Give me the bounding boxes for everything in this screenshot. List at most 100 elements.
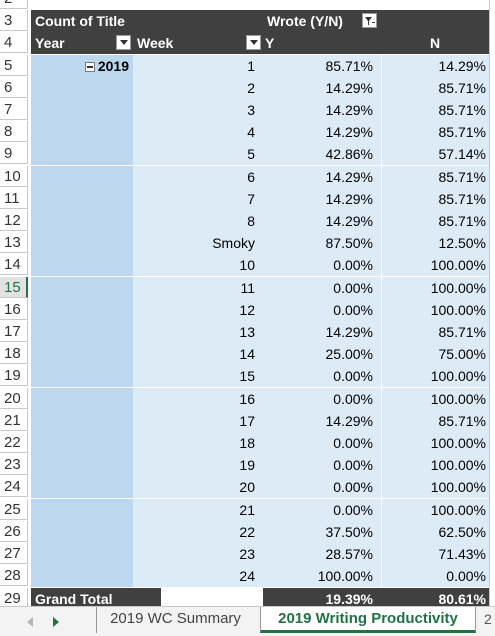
week-cell[interactable]: 17 [133, 409, 263, 432]
year-cell[interactable] [31, 498, 133, 521]
year-cell[interactable] [31, 165, 133, 188]
column-field-label[interactable]: Wrote (Y/N) [263, 10, 381, 33]
week-cell[interactable]: 18 [133, 432, 263, 454]
n-percent-cell[interactable]: 62.50% [381, 520, 489, 543]
y-percent-cell[interactable]: 14.29% [263, 165, 381, 188]
row-number[interactable]: 11 [0, 187, 28, 209]
y-percent-cell[interactable]: 14.29% [263, 321, 381, 343]
n-percent-cell[interactable]: 75.00% [381, 343, 489, 366]
more-tabs-indicator[interactable]: 2 [484, 611, 492, 627]
row-number[interactable]: 12 [0, 210, 28, 231]
row-number[interactable]: 3 [0, 10, 28, 32]
y-percent-cell[interactable]: 42.86% [263, 143, 381, 166]
year-cell[interactable] [31, 565, 133, 588]
week-cell[interactable]: 5 [133, 143, 263, 166]
scroll-left-icon[interactable] [24, 615, 36, 629]
y-percent-cell[interactable]: 100.00% [263, 565, 381, 588]
tab-2019-writing-productivity[interactable]: 2019 Writing Productivity [260, 607, 476, 633]
y-percent-cell[interactable]: 14.29% [263, 187, 381, 210]
week-cell[interactable]: 11 [133, 276, 263, 299]
row-number[interactable]: 14 [0, 254, 28, 276]
row-number[interactable]: 25 [0, 498, 28, 520]
row-number[interactable]: 24 [0, 476, 28, 498]
n-percent-cell[interactable]: 100.00% [381, 365, 489, 388]
n-percent-cell[interactable]: 0.00% [381, 565, 489, 588]
row-number[interactable]: 19 [0, 365, 28, 387]
row-number[interactable]: 2 [0, 0, 28, 9]
n-percent-cell[interactable]: 85.71% [381, 210, 489, 232]
year-cell[interactable] [31, 121, 133, 144]
n-percent-cell[interactable]: 100.00% [381, 476, 489, 499]
n-percent-cell[interactable]: 85.71% [381, 76, 489, 99]
year-cell[interactable] [31, 232, 133, 255]
n-percent-cell[interactable]: 100.00% [381, 276, 489, 299]
row-number[interactable]: 8 [0, 121, 28, 143]
year-field-header[interactable]: Year [31, 32, 133, 55]
week-cell[interactable]: 14 [133, 343, 263, 366]
y-percent-cell[interactable]: 25.00% [263, 343, 381, 366]
n-percent-cell[interactable]: 100.00% [381, 454, 489, 477]
row-number[interactable]: 28 [0, 565, 28, 587]
week-cell[interactable]: 12 [133, 298, 263, 321]
y-percent-cell[interactable]: 14.29% [263, 99, 381, 121]
n-percent-cell[interactable]: 100.00% [381, 298, 489, 321]
year-cell[interactable] [31, 543, 133, 565]
row-number[interactable]: 20 [0, 387, 28, 409]
week-cell[interactable]: 3 [133, 99, 263, 121]
year-cell[interactable] [31, 321, 133, 343]
n-percent-cell[interactable]: 85.71% [381, 99, 489, 121]
filter-dropdown-icon[interactable] [116, 35, 131, 51]
n-percent-cell[interactable]: 100.00% [381, 432, 489, 454]
week-cell[interactable]: 10 [133, 254, 263, 277]
week-cell[interactable]: 6 [133, 165, 263, 188]
y-percent-cell[interactable]: 0.00% [263, 254, 381, 277]
n-percent-cell[interactable]: 85.71% [381, 165, 489, 188]
row-number[interactable]: 5 [0, 54, 28, 76]
n-percent-cell[interactable]: 57.14% [381, 143, 489, 166]
year-cell[interactable] [31, 365, 133, 388]
row-number[interactable]: 22 [0, 432, 28, 453]
row-number[interactable]: 18 [0, 343, 28, 365]
row-number[interactable]: 10 [0, 165, 28, 187]
week-cell[interactable]: 8 [133, 210, 263, 232]
n-percent-cell[interactable]: 100.00% [381, 387, 489, 410]
week-cell[interactable]: 20 [133, 476, 263, 499]
n-percent-cell[interactable]: 71.43% [381, 543, 489, 565]
y-percent-cell[interactable]: 14.29% [263, 210, 381, 232]
week-cell[interactable]: 22 [133, 520, 263, 543]
row-number[interactable]: 15 [0, 276, 28, 298]
n-percent-cell[interactable]: 100.00% [381, 498, 489, 521]
scroll-right-icon[interactable] [50, 615, 62, 629]
week-cell[interactable]: 13 [133, 321, 263, 343]
y-percent-cell[interactable]: 14.29% [263, 121, 381, 144]
n-percent-cell[interactable]: 100.00% [381, 254, 489, 277]
n-percent-cell[interactable]: 85.71% [381, 321, 489, 343]
week-cell[interactable]: 23 [133, 543, 263, 565]
total-y-cell[interactable]: 19.39% [263, 588, 381, 606]
y-percent-cell[interactable]: 87.50% [263, 232, 381, 255]
row-number[interactable]: 27 [0, 543, 28, 564]
row-number[interactable]: 4 [0, 32, 28, 54]
year-cell[interactable] [31, 387, 133, 410]
year-cell[interactable] [31, 520, 133, 543]
y-percent-cell[interactable]: 0.00% [263, 387, 381, 410]
row-number[interactable]: 23 [0, 454, 28, 476]
y-percent-cell[interactable]: 0.00% [263, 365, 381, 388]
year-cell[interactable] [31, 409, 133, 432]
year-cell[interactable] [31, 76, 133, 99]
week-cell[interactable]: 7 [133, 187, 263, 210]
week-cell[interactable]: 15 [133, 365, 263, 388]
row-number[interactable]: 21 [0, 409, 28, 431]
total-n-cell[interactable]: 80.61% [381, 588, 489, 606]
n-percent-cell[interactable]: 85.71% [381, 187, 489, 210]
y-percent-cell[interactable]: 0.00% [263, 432, 381, 454]
grand-total-label[interactable]: Grand Total [31, 588, 161, 606]
row-number[interactable]: 6 [0, 76, 28, 98]
week-cell[interactable]: 24 [133, 565, 263, 588]
week-cell[interactable]: 21 [133, 498, 263, 521]
week-cell[interactable]: 4 [133, 121, 263, 144]
column-filter-icon[interactable] [362, 13, 377, 29]
year-cell[interactable] [31, 143, 133, 166]
spreadsheet-grid[interactable]: 2 3 Count of Title Wrote (Y/N) 4 Year We… [0, 0, 495, 606]
y-percent-cell[interactable]: 28.57% [263, 543, 381, 565]
